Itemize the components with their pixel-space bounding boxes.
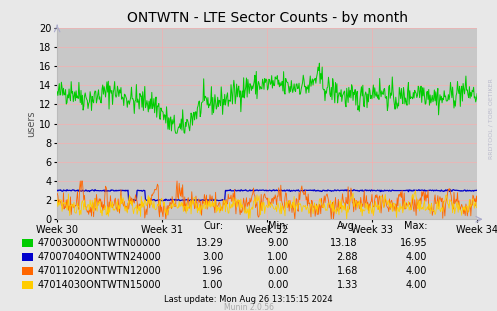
Text: RRDTOOL / TOBI OETIKER: RRDTOOL / TOBI OETIKER xyxy=(489,78,494,159)
Text: 0.00: 0.00 xyxy=(267,280,288,290)
Text: 9.00: 9.00 xyxy=(267,238,288,248)
Text: 1.00: 1.00 xyxy=(202,280,224,290)
Text: 4.00: 4.00 xyxy=(406,266,427,276)
Text: 47011020ONTWTN12000: 47011020ONTWTN12000 xyxy=(37,266,161,276)
Title: ONTWTN - LTE Sector Counts - by month: ONTWTN - LTE Sector Counts - by month xyxy=(127,12,408,26)
Text: 13.18: 13.18 xyxy=(331,238,358,248)
Text: 47014030ONTWTN15000: 47014030ONTWTN15000 xyxy=(37,280,161,290)
Text: Cur:: Cur: xyxy=(204,220,224,230)
Text: 47007040ONTWTN24000: 47007040ONTWTN24000 xyxy=(37,252,161,262)
Text: 47003000ONTWTN00000: 47003000ONTWTN00000 xyxy=(37,238,161,248)
Text: 1.33: 1.33 xyxy=(336,280,358,290)
Text: 4.00: 4.00 xyxy=(406,252,427,262)
Text: 1.96: 1.96 xyxy=(202,266,224,276)
Text: 0.00: 0.00 xyxy=(267,266,288,276)
Text: Max:: Max: xyxy=(404,220,427,230)
Text: 16.95: 16.95 xyxy=(400,238,427,248)
Text: 4.00: 4.00 xyxy=(406,280,427,290)
Y-axis label: users: users xyxy=(26,110,36,137)
Text: Last update: Mon Aug 26 13:15:15 2024: Last update: Mon Aug 26 13:15:15 2024 xyxy=(164,295,333,304)
Text: 13.29: 13.29 xyxy=(196,238,224,248)
Text: Min:: Min: xyxy=(267,220,288,230)
Text: Avg:: Avg: xyxy=(336,220,358,230)
Text: 1.68: 1.68 xyxy=(336,266,358,276)
Text: 1.00: 1.00 xyxy=(267,252,288,262)
Text: Munin 2.0.56: Munin 2.0.56 xyxy=(224,304,273,311)
Text: 3.00: 3.00 xyxy=(202,252,224,262)
Text: 2.88: 2.88 xyxy=(336,252,358,262)
